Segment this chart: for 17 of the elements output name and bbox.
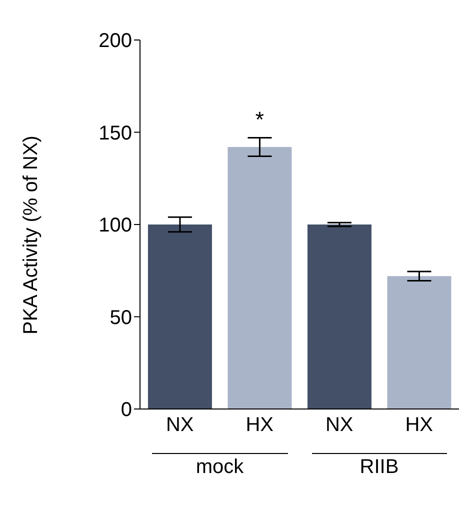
bar — [228, 147, 292, 409]
y-axis-title: PKA Activity (% of NX) — [20, 136, 42, 334]
x-tick-label: HX — [405, 414, 434, 436]
y-tick-label: 150 — [98, 122, 132, 144]
y-tick-label: 0 — [120, 399, 132, 422]
bar — [148, 224, 212, 409]
bar — [307, 224, 372, 409]
text: RIIB — [312, 453, 447, 479]
bar — [387, 276, 452, 409]
y-tick-label: 50 — [110, 306, 132, 329]
y-tick-label: 100 — [98, 214, 132, 237]
annotation: * — [254, 106, 265, 132]
x-tick-label: HX — [246, 414, 274, 436]
x-tick-label: NX — [325, 414, 354, 436]
y-tick-label: 200 — [98, 30, 132, 52]
text: mock — [152, 453, 288, 479]
x-tick-label: NX — [166, 414, 194, 436]
